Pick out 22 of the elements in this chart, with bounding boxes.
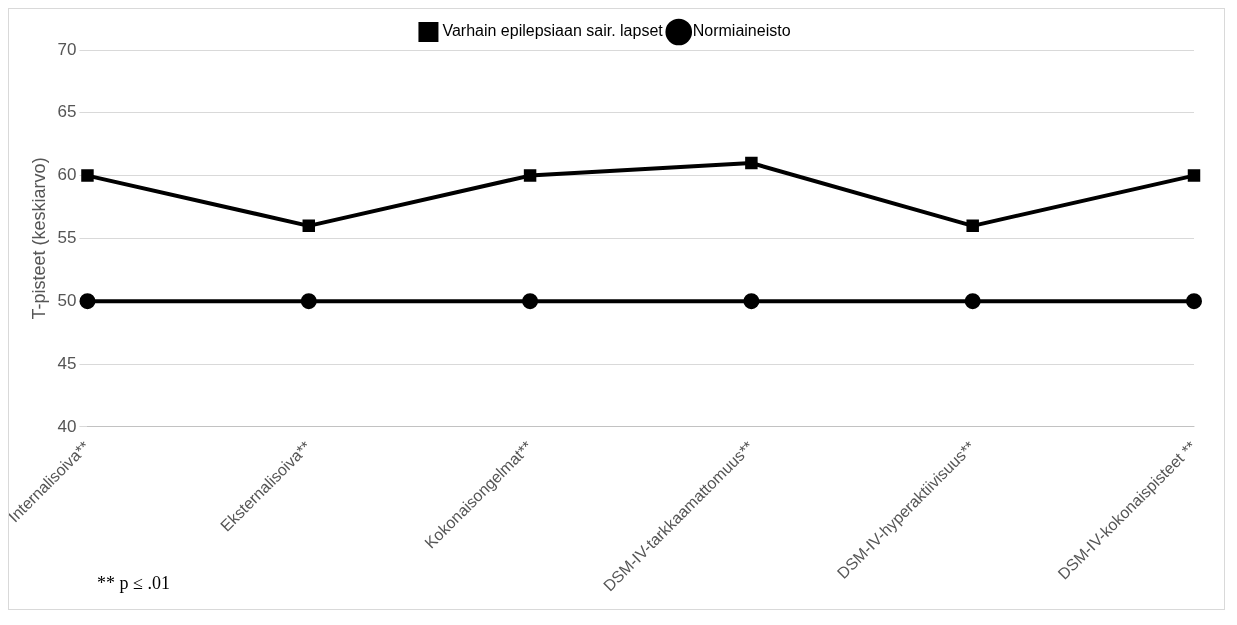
y-tick-label: 65 (57, 102, 77, 122)
y-tick-label: 55 (57, 228, 77, 248)
y-tick-label: 50 (57, 290, 77, 310)
y-tick-label: 60 (57, 165, 77, 185)
point (964, 293, 981, 310)
point (523, 169, 537, 182)
legend-label: Varhain epilepsiaan sair. lapset (442, 22, 664, 40)
point (300, 293, 317, 310)
point (743, 293, 760, 310)
y-tick-label: 70 (57, 39, 77, 59)
point (302, 219, 316, 233)
point (522, 293, 539, 310)
text: ** p ≤ .01 (97, 573, 170, 593)
point (1186, 293, 1202, 310)
point (966, 219, 979, 233)
legend-label: Normiaineisto (692, 22, 791, 40)
point (79, 293, 96, 310)
y-axis-title: T-pisteet (keskiarvo) (28, 157, 49, 320)
y-tick-label: 40 (57, 416, 77, 436)
point (745, 156, 758, 170)
y-tick-label: 45 (57, 353, 77, 373)
point (1187, 169, 1201, 182)
